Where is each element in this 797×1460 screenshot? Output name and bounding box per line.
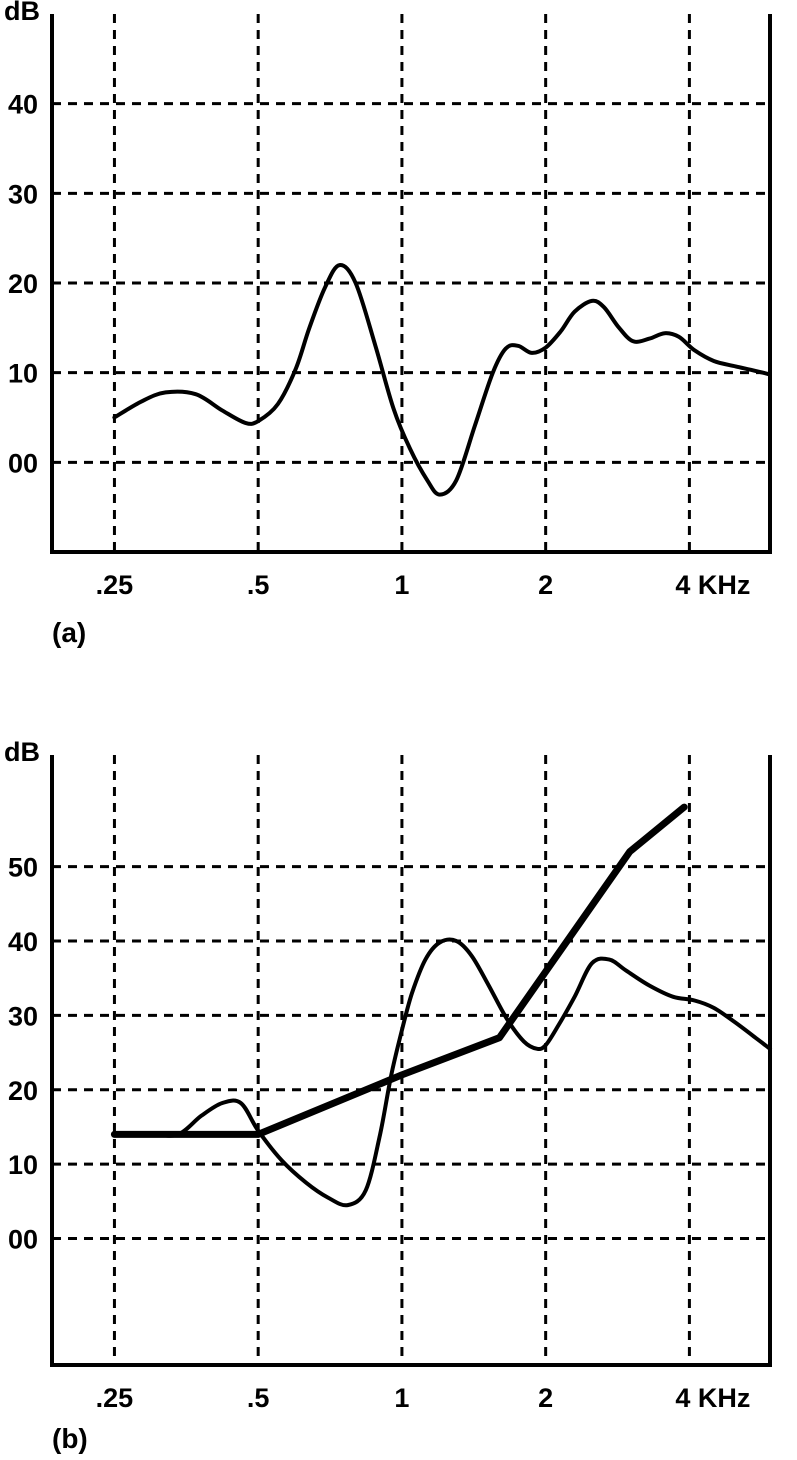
y-tick-label: 10 [8,359,38,389]
y-tick-label: 40 [8,90,38,120]
plot-frame [50,14,772,554]
x-tick-label: .5 [247,570,270,600]
panel-label: (b) [52,1423,88,1454]
y-tick-label: 30 [8,179,38,209]
plot-frame [50,755,772,1367]
x-tick-label: 2 [538,1383,553,1413]
series-line-1 [112,263,772,497]
x-tick-label: 2 [538,570,553,600]
y-tick-label: 10 [8,1150,38,1180]
panel-label: (a) [52,617,86,648]
y-tick-label: 20 [8,269,38,299]
y-tick-label: 30 [8,1001,38,1031]
series-line-2 [110,803,688,1138]
x-tick-label: 4 KHz [675,1383,750,1413]
y-tick-label: 40 [8,927,38,957]
y-tick-label: 20 [8,1076,38,1106]
x-tick-label: 1 [394,570,409,600]
x-tick-label: 4 KHz [675,570,750,600]
y-axis-label: dB [4,737,40,767]
panel-a: .25 .5 1 2 4 KHz 00 10 20 30 40 dB (a) [4,0,772,648]
x-tick-label: 1 [394,1383,409,1413]
y-tick-label: 00 [8,448,38,478]
x-tick-label: .25 [96,570,134,600]
x-tick-label: .5 [247,1383,270,1413]
y-tick-label: 00 [8,1225,38,1255]
panel-b: .25 .5 1 2 4 KHz 00 10 20 30 40 50 dB (b) [4,737,772,1454]
y-axis-label: dB [4,0,40,26]
x-tick-label: .25 [96,1383,134,1413]
y-tick-label: 50 [8,853,38,883]
